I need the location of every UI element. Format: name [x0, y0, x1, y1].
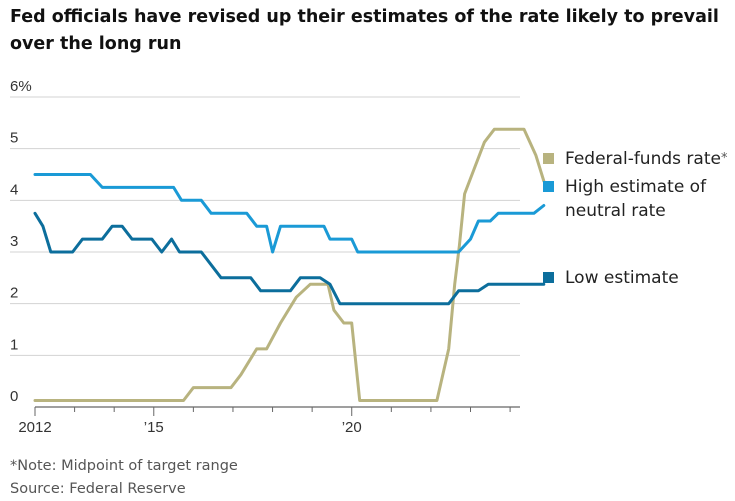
y-axis-tick-labels: 0 1 2 3 4 5 6% [10, 78, 32, 405]
legend-label-high-estimate: High estimate of neutral rate [565, 177, 707, 221]
series-line-low-estimate [33, 211, 546, 306]
y-tick-label-5: 5 [10, 130, 18, 147]
y-tick-label-6: 6% [10, 78, 32, 95]
legend-swatch-low-estimate [543, 272, 554, 283]
y-tick-label-3: 3 [10, 233, 18, 250]
series-lines [33, 127, 546, 402]
footnote-note: *Note: Midpoint of target range [10, 458, 238, 474]
series-line-high-estimate [33, 173, 546, 254]
chart-title: Fed officials have revised up their esti… [10, 7, 719, 54]
series-line-federal-funds-rate [33, 127, 546, 402]
y-tick-label-2: 2 [10, 285, 18, 302]
x-tick-label-2020: ’20 [342, 419, 362, 436]
legend-label-federal-funds-rate: Federal-funds rate* [565, 149, 728, 169]
legend-swatch-high-estimate [543, 181, 554, 192]
y-tick-label-0: 0 [10, 388, 18, 405]
legend-item-high-estimate: High estimate of neutral rate [543, 175, 735, 223]
legend-item-federal-funds-rate: Federal-funds rate* [543, 147, 735, 171]
legend-label-low-estimate: Low estimate [565, 268, 679, 288]
x-tick-label-2012: 2012 [18, 419, 51, 436]
y-tick-label-4: 4 [10, 181, 18, 198]
y-tick-label-1: 1 [10, 336, 18, 353]
legend-swatch-federal-funds-rate [543, 153, 554, 164]
legend-item-low-estimate: Low estimate [543, 266, 735, 290]
footnote: *Note: Midpoint of target range Source: … [10, 455, 238, 501]
x-tick-label-2015: ’15 [144, 419, 164, 436]
source-line: Source: Federal Reserve [10, 481, 186, 497]
x-axis: 2012 ’15 ’20 [18, 406, 520, 436]
